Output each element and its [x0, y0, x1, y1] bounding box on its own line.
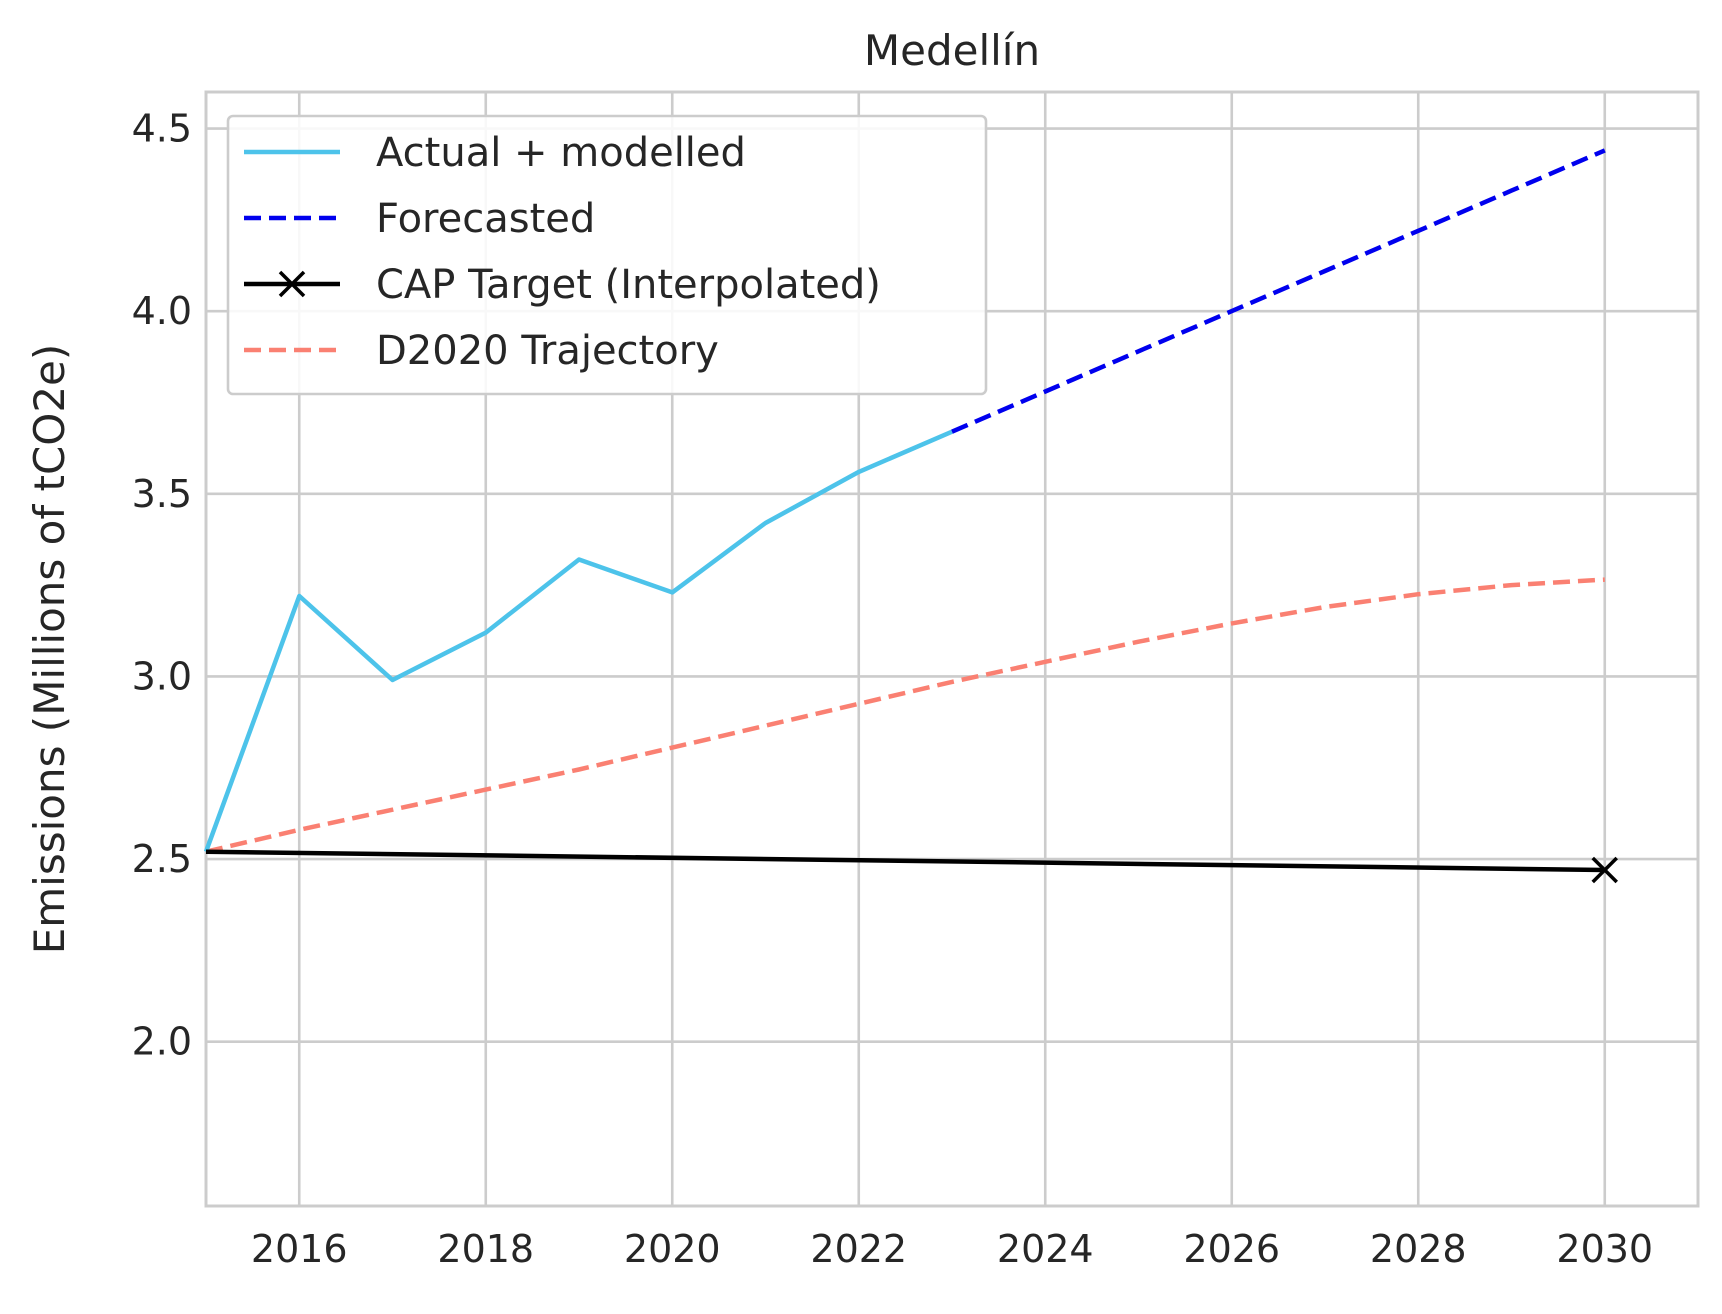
- x-tick-label: 2020: [624, 1227, 721, 1271]
- series-line-actual-modelled: [203, 429, 953, 853]
- y-tick-label: 3.0: [132, 654, 192, 698]
- legend-label: CAP Target (Interpolated): [376, 262, 881, 308]
- x-tick-label: 2016: [251, 1227, 348, 1271]
- series-layer: [203, 148, 1618, 884]
- legend-label: Forecasted: [376, 196, 595, 242]
- legend-entry: D2020 Trajectory: [244, 328, 719, 374]
- chart-title: Medellín: [864, 26, 1040, 75]
- legend-box: [226, 114, 988, 396]
- legend-label: D2020 Trajectory: [376, 328, 719, 374]
- legend-entry: Forecasted: [244, 196, 595, 242]
- legend-entry: CAP Target (Interpolated): [244, 262, 881, 308]
- y-tick-label: 3.5: [132, 472, 192, 516]
- x-axis-ticks: 2016 2018 2020 2022 2024 2026 2028 2030: [251, 1227, 1653, 1271]
- series-line-cap-target-interpolated: [205, 849, 1605, 873]
- series-line-d2020-trajectory: [205, 577, 1605, 854]
- plot-frame: [204, 90, 1700, 1208]
- legend: Actual + modelled Forecasted CAP Target (I…: [226, 114, 988, 396]
- legend-marker: [278, 270, 306, 298]
- y-axis-ticks: 2.0 2.5 3.0 3.5 4.0 4.5: [132, 107, 192, 1064]
- x-tick-label: 2028: [1370, 1227, 1467, 1271]
- y-tick-label: 4.5: [132, 107, 192, 151]
- x-tick-label: 2030: [1556, 1227, 1653, 1271]
- x-tick-label: 2024: [997, 1227, 1094, 1271]
- legend-label: Actual + modelled: [376, 130, 746, 176]
- y-axis-label: Emissions (Millions of tCO2e): [25, 344, 74, 955]
- x-tick-label: 2022: [810, 1227, 907, 1271]
- y-tick-label: 2.5: [132, 837, 192, 881]
- y-tick-label: 4.0: [132, 289, 192, 333]
- cap-target-marker: [1591, 856, 1618, 884]
- y-tick-label: 2.0: [132, 1020, 192, 1064]
- x-tick-label: 2026: [1183, 1227, 1280, 1271]
- x-tick-label: 2018: [437, 1227, 534, 1271]
- series-line-forecasted: [951, 148, 1606, 434]
- legend-entry: Actual + modelled: [244, 130, 746, 176]
